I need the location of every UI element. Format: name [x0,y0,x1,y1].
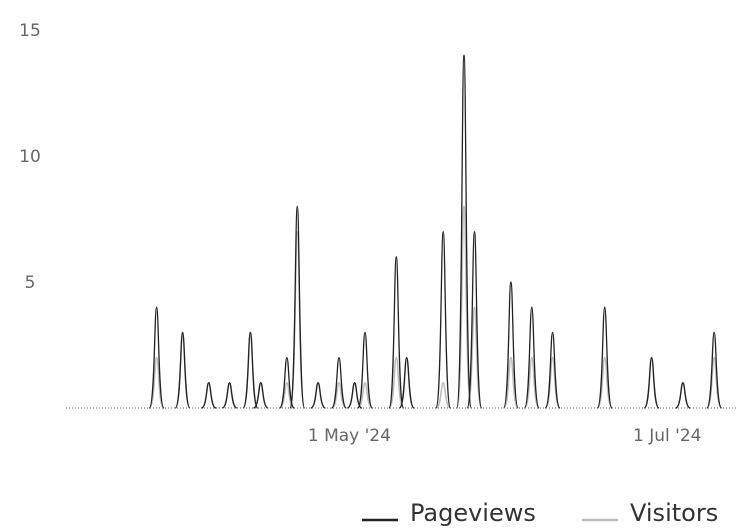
visitors-point-8 [310,381,326,409]
pageviews-point-2 [201,382,217,409]
series-layer [148,54,723,409]
pageviews-point-22 [675,382,691,409]
visitors-point-9 [331,381,347,409]
visitors-point-20 [596,356,613,409]
x-tick-label-0: 1 May '24 [308,426,391,446]
visitors-point-22 [675,381,691,409]
pageviews-point-16 [466,230,483,409]
pageviews-point-5 [253,382,269,409]
pageviews-point-17 [502,281,519,409]
y-tick-label-0: 5 [25,273,36,293]
pageviews-point-4 [242,331,259,409]
pageviews-point-14 [435,230,452,409]
pageviews-point-9 [331,356,347,409]
visitors-point-14 [435,381,451,409]
legend-label-pageviews: Pageviews [410,499,536,527]
pageviews-point-18 [523,306,540,409]
visitors-point-4 [242,331,259,409]
pageviews-point-15 [456,54,472,409]
y-tick-label-1: 10 [19,147,41,167]
pageviews-point-21 [643,356,660,409]
pageviews-point-20 [596,306,613,409]
pageviews-point-12 [388,256,405,409]
legend: Pageviews Visitors [362,499,718,527]
pageviews-point-10 [346,382,363,409]
visitors-point-7 [289,230,306,409]
visitors-point-11 [357,381,373,409]
visitors-point-18 [523,356,540,409]
pageviews-point-11 [357,331,373,409]
visitors-point-16 [466,306,483,409]
pageviews-point-23 [706,331,723,409]
pageviews-point-0 [148,306,165,409]
visitors-point-12 [388,356,405,409]
y-tick-label-2: 15 [19,21,41,41]
visitors-point-17 [502,356,519,409]
x-axis-ticks: 1 May '24 1 Jul '24 [308,426,702,446]
visitors-point-3 [221,381,238,409]
pageviews-point-7 [289,205,306,409]
visitors-point-6 [279,381,295,409]
y-axis-ticks: 5 10 15 [19,21,41,293]
visitors-point-2 [201,381,217,409]
x-tick-label-1: 1 Jul '24 [633,426,701,446]
visitors-point-0 [148,356,165,409]
legend-label-visitors: Visitors [630,499,718,527]
pageviews-point-8 [310,382,326,409]
pageviews-point-19 [544,331,561,409]
series-visitors [148,205,723,409]
pageviews-point-1 [174,331,191,409]
visitors-point-21 [643,356,660,409]
pageviews-point-13 [398,356,415,409]
visitors-point-1 [174,331,191,409]
pageviews-point-6 [278,356,295,409]
series-pageviews [148,54,723,409]
visitors-point-15 [455,205,473,409]
pageviews-point-3 [221,382,238,409]
